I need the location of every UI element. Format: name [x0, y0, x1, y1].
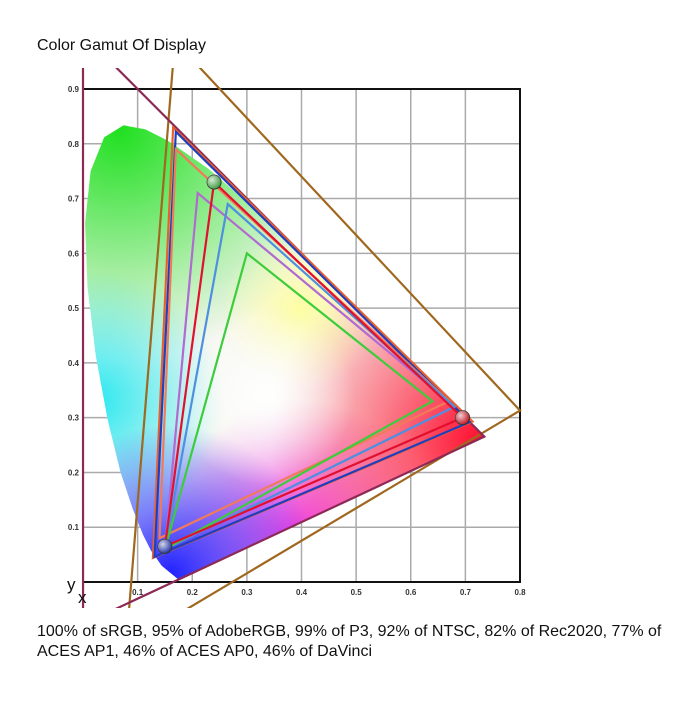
display-primaries	[157, 174, 471, 554]
gamut-triangle	[163, 201, 457, 552]
gamut-triangle	[128, 68, 522, 608]
y-axis-label: y	[67, 575, 76, 594]
y-tick-label: 0.7	[68, 195, 80, 204]
y-tick-label: 0.5	[68, 304, 80, 313]
y-tick-label: 0.4	[68, 359, 80, 368]
x-tick-label: 0.8	[514, 588, 526, 597]
gamut-triangle	[163, 251, 435, 552]
y-tick-label: 0.3	[68, 414, 80, 423]
chart-title: Color Gamut Of Display	[37, 37, 206, 54]
gamut-triangle	[163, 179, 465, 549]
x-tick-label: 0.4	[296, 588, 308, 597]
gamut-triangles	[81, 68, 522, 608]
y-tick-label: 0.9	[68, 85, 80, 94]
gamut-coverage-caption: 100% of sRGB, 95% of AdobeRGB, 99% of P3…	[37, 623, 662, 660]
gamut-triangle	[153, 129, 472, 559]
x-tick-label: 0.7	[460, 588, 472, 597]
y-tick-label: 0.6	[68, 249, 80, 258]
y-tick-label: 0.1	[68, 523, 80, 532]
x-axis-label: x	[78, 588, 87, 607]
y-tick-label: 0.2	[68, 468, 80, 477]
x-tick-label: 0.6	[405, 588, 417, 597]
display-primary-highlight	[157, 539, 172, 554]
y-tick-label: 0.8	[68, 140, 80, 149]
axis-ticks: 0.1 0.2 0.3 0.4 0.5 0.6 0.7 0.8 0.1 0.2 0.3 0.4 0.5 0…	[68, 85, 526, 597]
x-tick-label: 0.1	[132, 588, 144, 597]
x-tick-label: 0.2	[187, 588, 199, 597]
x-tick-label: 0.3	[241, 588, 253, 597]
x-tick-label: 0.5	[351, 588, 363, 597]
display-primary-highlight	[455, 410, 470, 425]
display-primary-highlight	[207, 175, 222, 190]
